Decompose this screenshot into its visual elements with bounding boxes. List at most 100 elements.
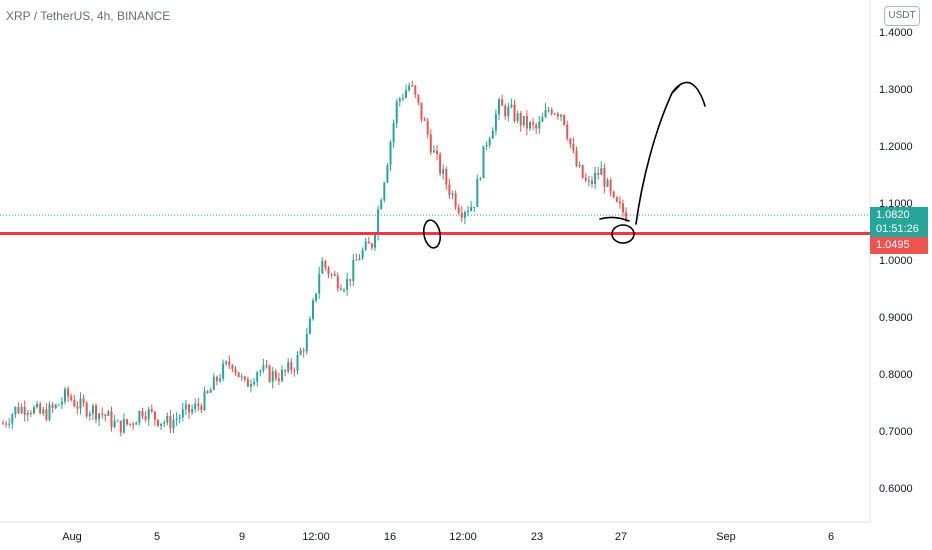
candle-body [126,419,128,425]
candle-body [191,408,194,413]
candle-body [609,179,612,192]
candle-body [135,422,138,425]
candle-body [414,85,417,95]
candle-body [296,354,299,371]
y-tick-label: 0.9000 [879,312,913,324]
candle-body [147,409,150,420]
candle-body [231,365,234,369]
candle-body [454,193,457,208]
y-tick-label: 1.0000 [879,255,913,267]
candle-body [57,404,60,406]
candle-body [572,144,575,151]
last-price-tag: 1.0820 01:51:26 [870,207,928,237]
candle-body [622,203,624,213]
candle-body [79,398,82,409]
hand-drawing[interactable] [422,81,706,249]
candle-body [259,370,262,373]
y-tick-label: 0.8000 [879,369,913,381]
candle-body [501,99,504,106]
currency-badge[interactable]: USDT [884,6,920,26]
candle-body [473,206,476,208]
candle-body [85,403,88,417]
candle-body [423,119,426,121]
candle-body [14,406,17,415]
circle-marker-right [611,224,635,244]
candle-body [532,122,535,125]
candle-body [386,165,389,183]
candle-body [541,117,544,122]
candle-body [33,407,35,414]
candle-body [460,212,463,218]
candle-body [150,409,153,412]
candle-body [522,115,525,126]
candle-body [157,419,159,426]
candle-body [401,97,404,99]
candle-body [408,85,411,91]
candle-body [250,384,252,387]
candle-body [504,105,507,117]
candle-body [625,212,628,222]
candle-body [479,178,482,180]
candle-body [383,182,386,201]
candle-body [169,416,172,429]
candle-body [2,423,4,425]
candle-body [17,406,20,414]
candle-body [513,104,516,121]
candle-body [485,144,488,147]
candle-body [494,114,497,131]
candle-body [445,169,448,185]
candle-body [544,109,547,118]
candle-body [346,279,349,290]
candlestick-series [2,80,628,437]
candle-body [107,411,110,416]
candle-body [64,388,66,402]
candle-body [330,274,333,276]
candle-body [587,180,590,182]
candle-body [510,104,513,107]
candle-body [575,150,578,167]
candle-body [482,146,485,179]
candle-body [600,167,603,175]
x-tick-label: 5 [153,531,161,543]
x-tick-label: Sep [716,531,736,543]
x-tick-label: 16 [383,531,397,543]
last-price-value: 1.0820 [876,209,910,221]
candle-body [355,259,358,261]
candle-body [470,206,473,211]
candle-body [448,184,451,195]
support-level-tag: 1.0495 [870,237,928,254]
candle-body [203,391,206,411]
candle-body [336,275,339,289]
candle-body [463,212,466,218]
candle-body [265,365,268,367]
candle-body [163,422,166,424]
candle-body [451,193,454,195]
candle-body [395,101,398,124]
candle-body [175,418,178,420]
candle-body [358,258,361,261]
y-tick-label: 1.2000 [879,141,913,153]
candle-body [181,409,184,418]
candle-body [569,138,572,145]
candle-body [11,414,14,424]
candle-body [560,114,562,117]
candle-body [538,121,541,129]
candle-body [302,350,305,352]
candle-body [36,403,39,408]
y-tick-label: 0.6000 [879,483,913,495]
candle-body [91,405,94,414]
candle-body [333,274,336,276]
candle-body [516,113,519,121]
candle-body [209,389,212,393]
bar-countdown: 01:51:26 [876,223,919,235]
candle-body [129,423,132,425]
candle-body [411,85,414,87]
candle-body [377,209,380,235]
candle-body [312,300,314,319]
candle-body [234,368,237,373]
candle-body [457,207,460,213]
candle-body [305,333,308,352]
candle-body [380,200,383,210]
candle-body [206,391,209,393]
